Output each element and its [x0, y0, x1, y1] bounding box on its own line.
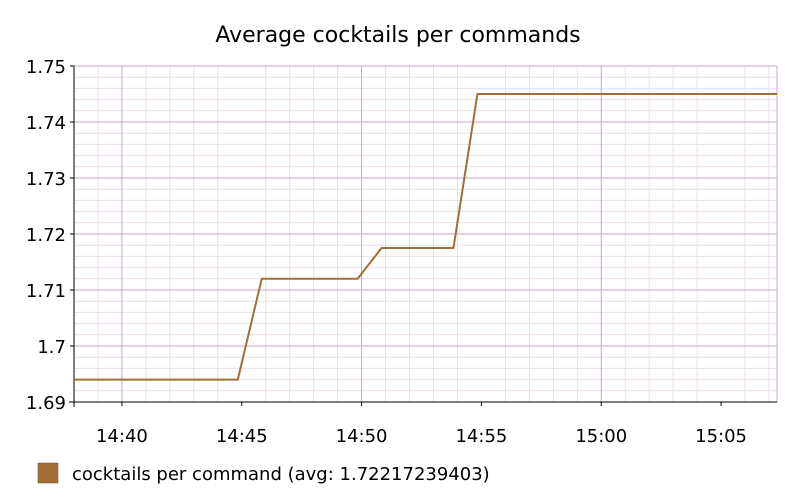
chart-title: Average cocktails per commands [215, 23, 580, 48]
y-tick-label: 1.69 [26, 393, 66, 414]
series-group [74, 93, 777, 381]
x-tick-label: 14:50 [336, 426, 388, 447]
y-tick-label: 1.7 [37, 337, 66, 358]
x-tick-label: 15:00 [575, 426, 627, 447]
axes [69, 66, 777, 407]
x-tick-label: 15:05 [695, 426, 747, 447]
y-tick-label: 1.75 [26, 57, 66, 78]
x-tick-label: 14:55 [455, 426, 507, 447]
x-tick-label: 14:45 [216, 426, 268, 447]
legend-label: cocktails per command (avg: 1.7221723940… [72, 464, 490, 485]
y-tick-label: 1.73 [26, 169, 66, 190]
grid [73, 65, 778, 402]
y-tick-label: 1.72 [26, 225, 66, 246]
y-tick-label: 1.71 [26, 281, 66, 302]
y-tick-label: 1.74 [26, 113, 66, 134]
series-line [74, 93, 777, 381]
legend-swatch [37, 462, 59, 484]
x-axis-ticks: 14:40 14:45 14:50 14:55 15:00 15:05 [96, 402, 747, 447]
x-tick-label: 14:40 [96, 426, 148, 447]
y-axis-ticks: 1.69 1.7 1.71 1.72 1.73 1.74 1.75 [26, 57, 74, 414]
legend: cocktails per command (avg: 1.7221723940… [37, 462, 490, 485]
